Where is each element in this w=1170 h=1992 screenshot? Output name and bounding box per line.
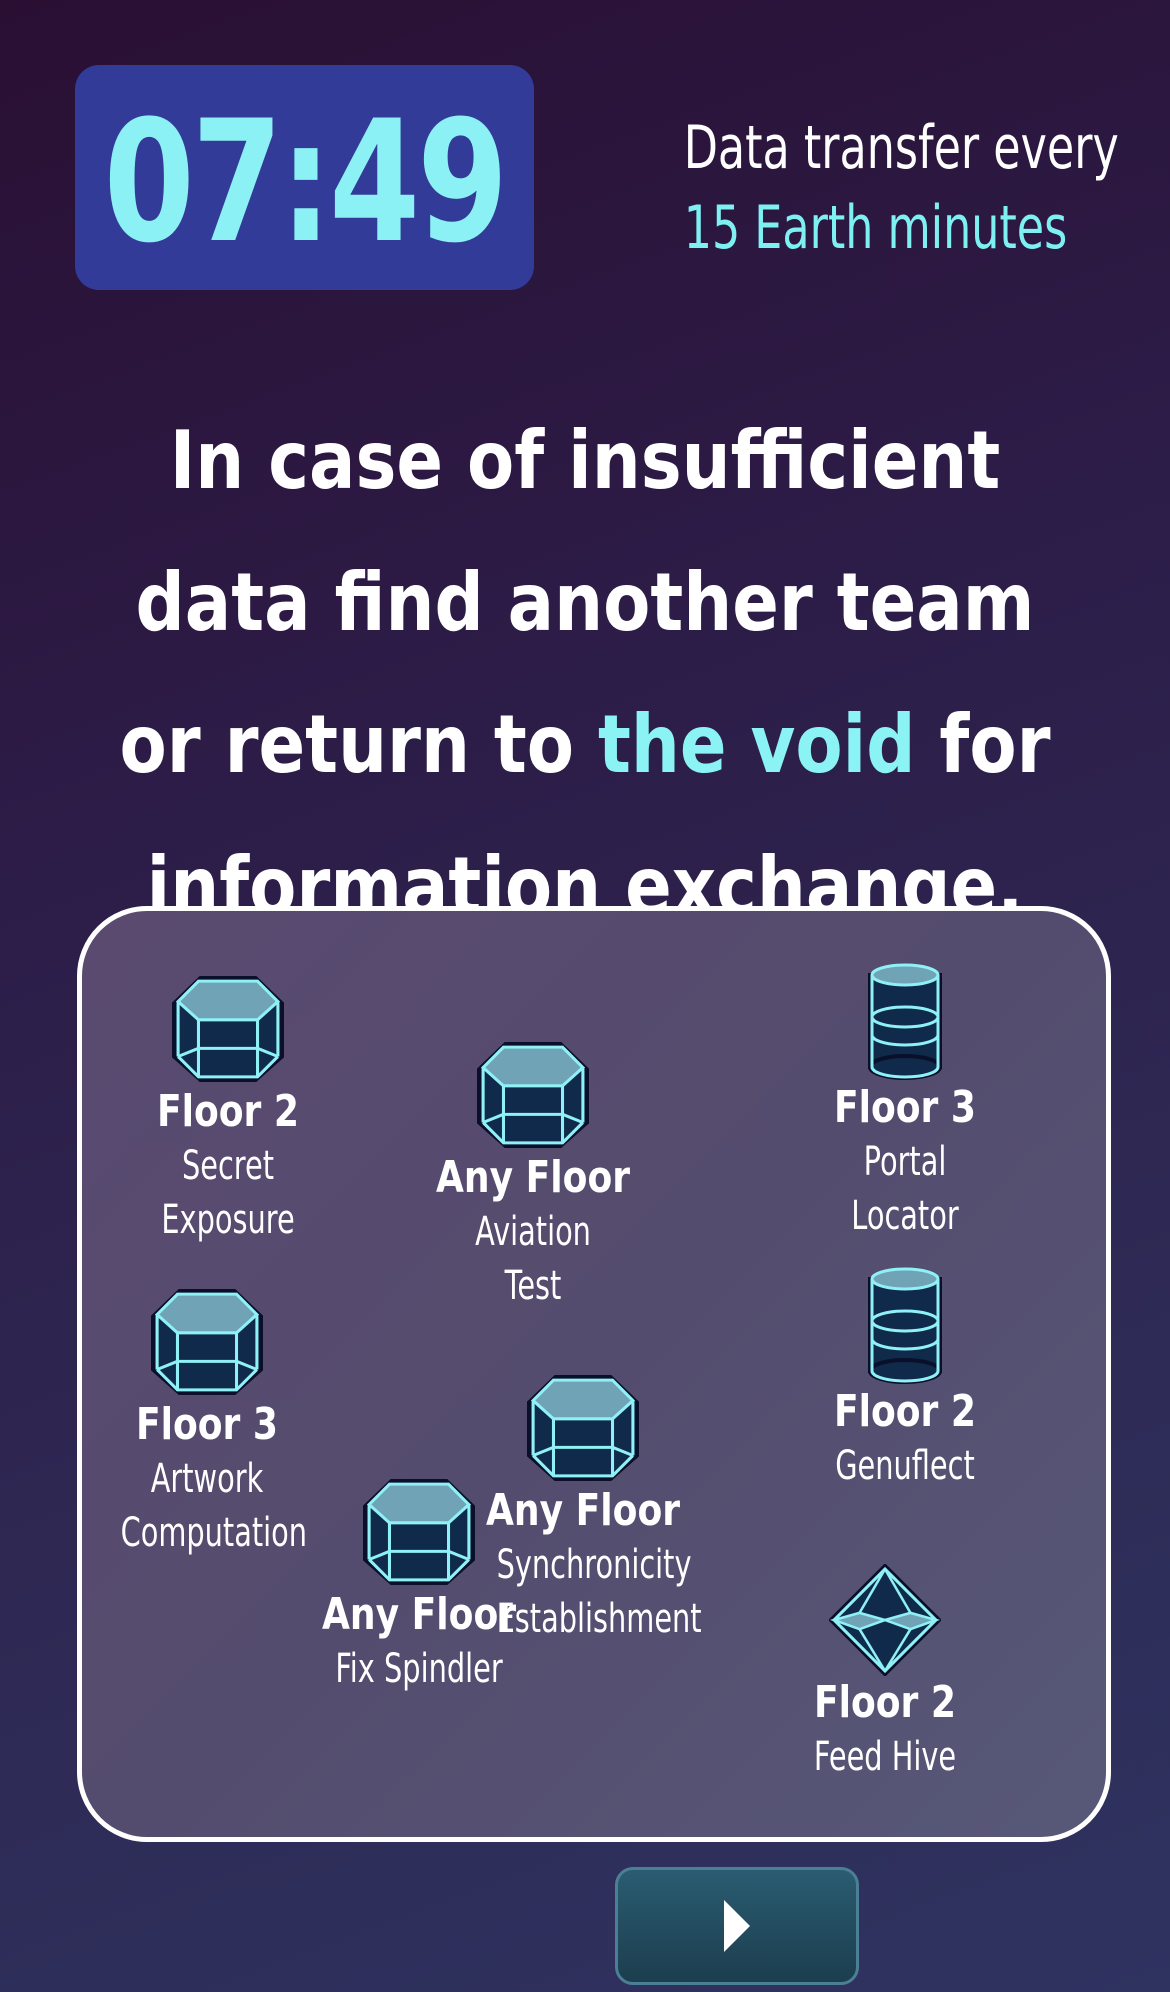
- task-name: Fix Spindler: [335, 1646, 503, 1692]
- task-name: Secret: [181, 1143, 275, 1189]
- task-name: Synchronicity: [496, 1542, 692, 1588]
- task-name: Test: [504, 1263, 562, 1309]
- timer-value: 07:49: [103, 83, 509, 280]
- task-floor: Any Floor: [321, 1589, 517, 1640]
- cylinder-icon: [868, 963, 942, 1080]
- task-panel: Floor 2 Secret Exposure Any Floor Aviati…: [77, 906, 1111, 1842]
- task-name: Establishment: [496, 1596, 702, 1642]
- task-floor: Any Floor: [485, 1485, 681, 1536]
- task-floor: Floor 2: [833, 1386, 977, 1437]
- task-fix-spindler[interactable]: Any Floor Fix Spindler: [299, 1476, 539, 1696]
- task-artwork-computation[interactable]: Floor 3 Artwork Computation: [87, 1286, 327, 1560]
- task-name: Feed Hive: [813, 1734, 957, 1780]
- instruction-headline: In case of insufficient data find anothe…: [116, 390, 1053, 958]
- hexagonal-prism-icon: [172, 976, 284, 1082]
- task-synchronicity-establishment[interactable]: Any Floor Synchronicity Establishment: [463, 1372, 703, 1646]
- hexagonal-prism-icon: [477, 1042, 589, 1148]
- task-name: Aviation: [475, 1209, 591, 1255]
- hexagonal-prism-icon: [527, 1375, 639, 1481]
- octahedron-icon: [829, 1564, 941, 1676]
- task-floor: Floor 3: [135, 1399, 279, 1450]
- task-floor: Any Floor: [435, 1152, 631, 1203]
- task-aviation-test[interactable]: Any Floor Aviation Test: [413, 1039, 653, 1313]
- headline-highlight: the void: [598, 698, 916, 791]
- hexagonal-prism-icon: [363, 1479, 475, 1585]
- task-portal-locator[interactable]: Floor 3 Portal Locator: [785, 961, 1025, 1243]
- transfer-line-2: 15 Earth minutes: [683, 193, 1068, 263]
- task-floor: Floor 2: [813, 1677, 957, 1728]
- task-name: Computation: [120, 1510, 308, 1556]
- task-feed-hive[interactable]: Floor 2 Feed Hive: [765, 1564, 1005, 1784]
- task-name: Genuflect: [835, 1443, 975, 1489]
- hexagonal-prism-icon: [151, 1289, 263, 1395]
- cylinder-icon: [868, 1267, 942, 1384]
- task-name: Exposure: [161, 1197, 295, 1243]
- headline-text-1: In case of insufficient data find anothe…: [119, 414, 1035, 791]
- countdown-timer: 07:49: [75, 65, 534, 290]
- task-genuflect[interactable]: Floor 2 Genuflect: [785, 1265, 1025, 1493]
- transfer-note: Data transfer every 15 Earth minutes: [683, 108, 1119, 268]
- task-floor: Floor 3: [833, 1082, 977, 1133]
- transfer-line-1: Data transfer every: [683, 113, 1119, 183]
- play-arrow-icon: [724, 1900, 750, 1952]
- task-name: Portal: [863, 1139, 947, 1185]
- task-floor: Floor 2: [156, 1086, 300, 1137]
- next-button[interactable]: [615, 1867, 859, 1985]
- task-secret-exposure[interactable]: Floor 2 Secret Exposure: [108, 973, 348, 1247]
- task-name: Locator: [851, 1193, 959, 1239]
- task-name: Artwork: [150, 1456, 264, 1502]
